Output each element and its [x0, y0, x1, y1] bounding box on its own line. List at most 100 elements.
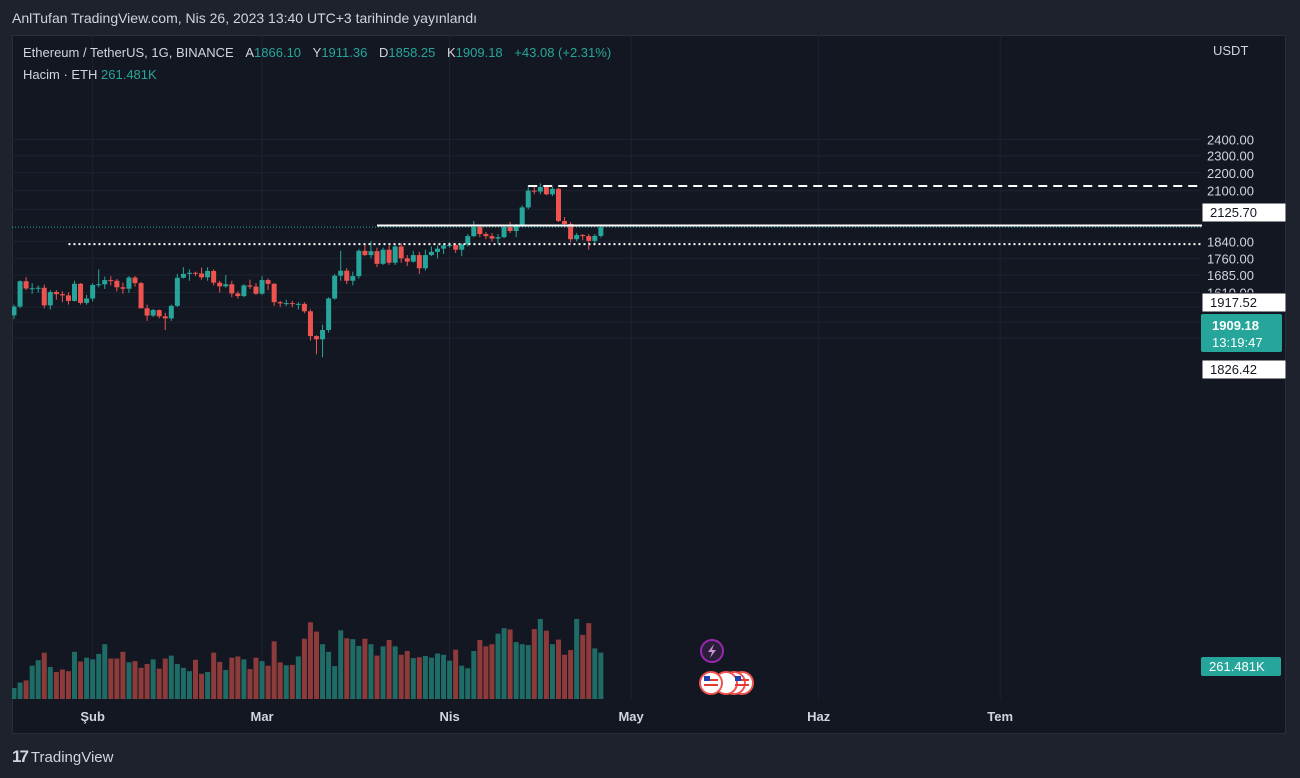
level-top-tag: 2125.70: [1201, 202, 1286, 223]
time-axis[interactable]: Şub Mar Nis May Haz Tem: [80, 709, 1013, 724]
candle-body: [72, 283, 77, 301]
volume-bars: [12, 618, 604, 699]
candle-body: [519, 207, 525, 226]
volume-bar: [229, 657, 235, 699]
candle-body: [338, 270, 344, 276]
candle-body: [84, 298, 90, 303]
candle-body: [537, 186, 543, 192]
candle-body: [271, 283, 277, 303]
candle-body: [114, 280, 120, 288]
volume-bar: [199, 673, 205, 699]
volume-legend[interactable]: Hacim · ETH 261.481K: [23, 67, 157, 82]
volume-bar: [180, 667, 186, 699]
volume-bar: [35, 660, 41, 699]
chart-canvas[interactable]: USDT 1430.001490.001550.001610.001685.00…: [12, 35, 1286, 734]
volume-bar: [556, 639, 561, 699]
candle-body: [193, 272, 198, 274]
volume-bar: [489, 644, 495, 699]
volume-bar: [90, 659, 96, 699]
price-tick-label: 2100.00: [1207, 184, 1254, 199]
candle-body: [295, 303, 301, 305]
volume-bar: [126, 662, 132, 699]
volume-bar: [374, 655, 380, 699]
last-price-tag: 1909.18 13:19:47: [1201, 314, 1282, 352]
candle-body: [132, 277, 138, 284]
price-tick-label: 2200.00: [1207, 166, 1254, 181]
candle-body: [180, 273, 186, 278]
price-axis-currency: USDT: [1213, 43, 1248, 58]
volume-bar: [59, 669, 65, 699]
volume-bar: [47, 666, 53, 699]
level-low-tag: 1826.42: [1201, 359, 1286, 380]
candle-body: [574, 235, 580, 240]
candle-body: [513, 225, 519, 232]
volume-bar: [465, 668, 471, 699]
candle-body: [501, 226, 507, 238]
volume-bar: [211, 652, 217, 699]
volume-bar: [307, 622, 313, 699]
candle-body: [59, 294, 65, 296]
volume-bar: [435, 653, 440, 699]
candle-body: [428, 251, 434, 256]
candle-body: [174, 277, 180, 306]
us-flag-event-icon[interactable]: [699, 671, 754, 695]
chart-frame: [12, 35, 1286, 734]
volume-bar: [295, 656, 301, 699]
candle-body: [392, 246, 398, 263]
volume-bar: [453, 649, 459, 699]
close-value: 1909.18: [455, 45, 503, 60]
volume-bar: [592, 648, 598, 699]
volume-bar: [368, 644, 374, 699]
volume-bar: [102, 644, 108, 699]
volume-bar: [120, 651, 126, 699]
volume-bar: [332, 666, 338, 699]
volume-bar: [562, 654, 568, 699]
volume-bar: [380, 646, 386, 699]
volume-tag: 261.481K: [1201, 657, 1281, 676]
volume-bar: [17, 682, 23, 699]
symbol-name[interactable]: Ethereum / TetherUS, 1G, BINANCE: [23, 45, 234, 60]
volume-bar: [96, 653, 102, 699]
candle-body: [580, 235, 586, 237]
horizontal-levels[interactable]: [12, 184, 1202, 246]
volume-bar: [132, 661, 138, 699]
volume-bar: [277, 662, 283, 699]
candle-body: [35, 287, 41, 289]
volume-bar: [65, 671, 71, 699]
volume-bar: [144, 664, 150, 699]
volume-bar: [23, 680, 29, 699]
event-markers[interactable]: [699, 639, 754, 695]
volume-bar: [519, 644, 525, 699]
open-label: A: [245, 45, 255, 60]
volume-bar: [138, 667, 144, 699]
lightning-event-icon[interactable]: [700, 639, 724, 663]
candle-body: [241, 285, 247, 297]
volume-bar: [168, 655, 174, 699]
volume-bar: [574, 618, 580, 699]
volume-bar: [483, 646, 489, 699]
volume-bar: [289, 664, 295, 699]
candle-body: [283, 303, 289, 305]
candle-body: [41, 287, 47, 306]
volume-bar: [398, 654, 404, 699]
time-tick-label: Şub: [80, 709, 105, 724]
volume-bar: [29, 665, 35, 699]
candle-body: [380, 249, 386, 264]
volume-label: Hacim · ETH: [23, 67, 98, 82]
volume-bar: [350, 639, 356, 699]
volume-bar: [271, 641, 277, 699]
symbol-legend[interactable]: Ethereum / TetherUS, 1G, BINANCE A1866.1…: [23, 45, 611, 60]
volume-bar: [265, 665, 271, 699]
tradingview-footer[interactable]: 17 TradingView: [12, 746, 113, 768]
candle-body: [90, 284, 96, 299]
candle-body: [23, 281, 29, 289]
candle-body: [259, 280, 265, 294]
volume-bar: [301, 638, 307, 699]
volume-bar: [525, 645, 531, 699]
candle-body: [162, 316, 168, 319]
candle-body: [356, 250, 362, 277]
volume-bar: [428, 657, 434, 699]
candle-body: [465, 236, 471, 245]
volume-bar: [326, 651, 332, 699]
candle-body: [229, 284, 235, 294]
